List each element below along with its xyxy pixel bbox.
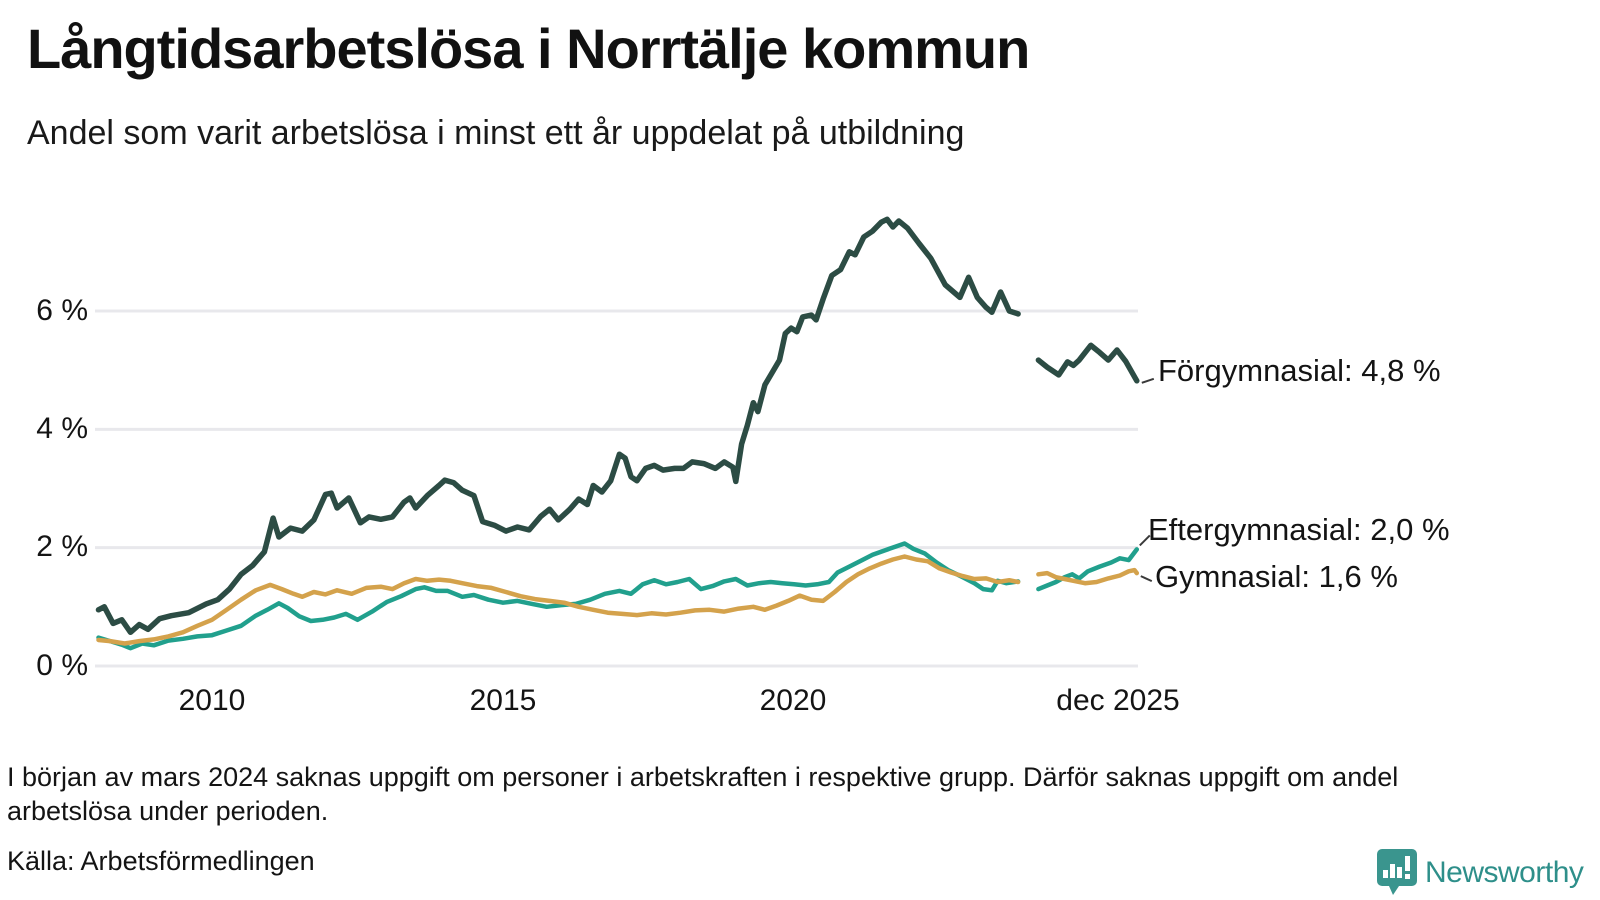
line-eftergymnasial	[96, 541, 1021, 651]
source-label: Källa: Arbetsförmedlingen	[7, 846, 315, 876]
y-axis-tick-0: 0 %	[36, 649, 88, 682]
footnote: I början av mars 2024 saknas uppgift om …	[7, 762, 1399, 826]
label-connector-gymnasial	[1140, 575, 1153, 583]
newsworthy-logo-icon	[1377, 849, 1417, 895]
series-label-gymnasial: Gymnasial: 1,6 %	[1155, 559, 1398, 594]
line-gymnasial	[1036, 567, 1140, 586]
newsworthy-logo: Newsworthy	[1376, 848, 1584, 898]
y-axis-tick-4: 4 %	[36, 412, 88, 445]
y-axis-tick-6: 6 %	[36, 294, 88, 327]
line-förgymnasial	[95, 216, 1021, 636]
series-label-eftergymnasial: Eftergymnasial: 2,0 %	[1148, 512, 1450, 547]
line-gymnasial	[96, 554, 1021, 646]
label-connector-eftergymnasial	[1139, 534, 1151, 547]
y-axis-tick-2: 2 %	[36, 530, 88, 563]
newsworthy-logo-text: Newsworthy	[1425, 856, 1584, 889]
line-eftergymnasial	[1036, 547, 1140, 592]
series-label-forgymnasial: Förgymnasial: 4,8 %	[1158, 353, 1441, 388]
chart-subtitle: Andel som varit arbetslösa i minst ett å…	[27, 114, 965, 152]
x-axis-tick-2020: 2020	[759, 684, 827, 717]
x-axis-tick-2015: 2015	[469, 684, 537, 717]
line-förgymnasial	[1035, 342, 1140, 384]
chart-title: Långtidsarbetslösa i Norrtälje kommun	[27, 17, 1030, 80]
x-axis-tick-dec2025: dec 2025	[1056, 684, 1180, 717]
x-axis-tick-2010: 2010	[178, 684, 246, 717]
label-connector-förgymnasial	[1141, 377, 1155, 384]
